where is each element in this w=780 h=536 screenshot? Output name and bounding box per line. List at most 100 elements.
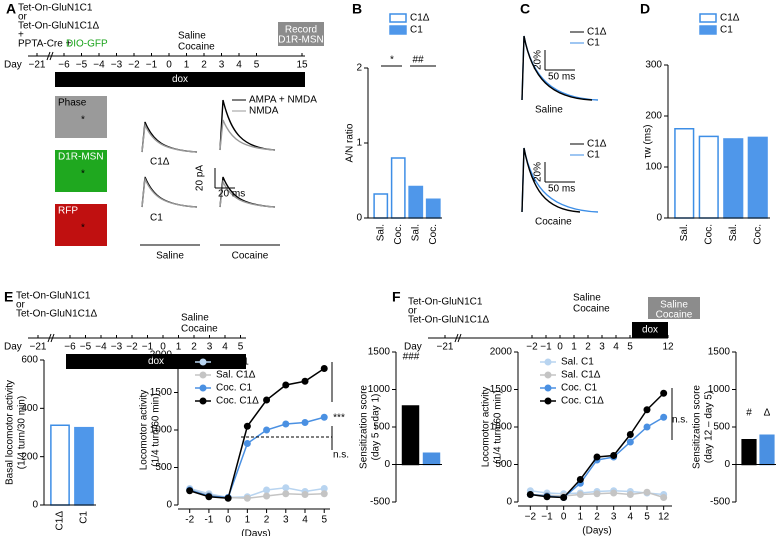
data-point (263, 426, 271, 434)
y-tick-label: 400 (21, 403, 38, 414)
treatment-label: Saline (178, 31, 206, 42)
y-tick-label: 0 (356, 213, 362, 224)
y-tick-label: -500 (370, 497, 390, 508)
y-axis-label: Basal locomotor activity (5, 380, 16, 485)
annotation: * (390, 55, 394, 66)
y-tick-label: 2 (356, 63, 362, 74)
box-label: Record (285, 25, 317, 36)
bar (425, 198, 441, 219)
bar (373, 193, 389, 219)
trace-label: C1 (150, 213, 163, 224)
day-tick-label: −2 (128, 60, 140, 71)
y-tick-label: 500 (713, 422, 730, 433)
day-tick-label: 2 (191, 342, 197, 353)
genotype: Tet-On-GluN1C1 (408, 297, 483, 308)
data-point (263, 486, 271, 494)
bar (698, 135, 719, 219)
annotation: n.s. (333, 450, 349, 461)
data-point (205, 493, 213, 501)
y-axis-label: (day 12 – day 5) (704, 391, 715, 463)
data-point (626, 491, 634, 498)
day-tick-label: −1 (142, 342, 154, 353)
x-tick-label: −2 (525, 512, 537, 523)
day-tick-label: −21 (437, 342, 454, 353)
x-tick-label: 12 (658, 512, 670, 523)
legend-label: Coc. C1Δ (216, 396, 259, 407)
x-tick-label: Coc. (752, 224, 763, 245)
day-tick-label: −21 (29, 60, 46, 71)
trace-nmda (141, 122, 198, 153)
scale-label: 20% (533, 50, 544, 70)
genotype: + (18, 30, 24, 41)
dox-label: dox (148, 356, 164, 367)
y-tick-label: 500 (155, 462, 172, 473)
x-tick-label: Sal. (410, 224, 421, 241)
y-tick-label: 1000 (708, 384, 731, 395)
data-point (301, 419, 309, 426)
genotype: Tet-On-GluN1C1 (18, 3, 93, 14)
annotation: # (746, 408, 752, 419)
y-tick-label: 1500 (490, 384, 513, 395)
bar (74, 426, 94, 506)
legend-marker (199, 384, 207, 392)
trace-label: C1Δ (150, 157, 170, 168)
day-tick-label: 12 (662, 342, 674, 353)
legend-label: C1 (587, 150, 600, 161)
data-point (576, 491, 584, 498)
data-point (263, 492, 271, 500)
day-tick-label: −2 (126, 342, 138, 353)
legend-label: C1 (410, 25, 423, 36)
y-axis-label: (1/4 turn/60 min) (151, 393, 162, 466)
bar (408, 185, 424, 219)
day-tick-label: 1 (571, 342, 577, 353)
data-point (610, 452, 618, 459)
data-point (560, 494, 568, 501)
box-label: D1R-MSN (278, 35, 324, 46)
data-point (301, 491, 309, 498)
y-tick-label: 0 (724, 459, 730, 470)
day-tick-label: −5 (76, 60, 88, 71)
x-tick-label: 4 (628, 512, 634, 523)
day-tick-label: −5 (80, 342, 92, 353)
y-tick-label: -500 (710, 497, 730, 508)
cell-image (55, 96, 107, 138)
data-point (282, 484, 290, 492)
y-axis-label: (1/4 turn/60 min) (493, 390, 504, 463)
axis-break (47, 333, 55, 343)
y-tick-label: 600 (21, 355, 38, 366)
y-tick-label: 1000 (490, 422, 513, 433)
day-label: Day (404, 342, 422, 353)
axis-break (46, 51, 54, 61)
x-tick-label: 5 (321, 515, 327, 526)
legend-label: AMPA + NMDA (249, 95, 317, 106)
annotation: *** (333, 413, 345, 424)
y-axis-label: Locomotor activity (481, 387, 492, 468)
annotation: ## (412, 55, 424, 66)
genotype: Tet-On-GluN1C1Δ (16, 309, 97, 320)
y-tick-label: 300 (645, 60, 662, 71)
y-tick-label: 200 (645, 111, 662, 122)
x-tick-label: 3 (611, 512, 617, 523)
legend-label: Coc. C1 (216, 383, 253, 394)
x-tick-label: Sal. (375, 224, 386, 241)
x-axis-label: (Days) (582, 526, 611, 536)
bar (390, 157, 406, 219)
bar (747, 136, 768, 219)
x-tick-label: 2 (264, 515, 270, 526)
box-label: Saline (660, 300, 688, 311)
data-point (660, 389, 668, 397)
day-tick-label: 3 (599, 342, 605, 353)
series-line (189, 416, 325, 499)
condition-label: Saline (156, 251, 184, 262)
day-tick-label: 5 (238, 342, 244, 353)
trace-c1-delta (521, 35, 593, 101)
day-tick-label: −1 (146, 60, 158, 71)
image-label: D1R-MSN (58, 152, 104, 163)
y-tick-label: 100 (645, 162, 662, 173)
legend-label: C1 (720, 25, 733, 36)
x-tick-label: C1Δ (55, 511, 66, 531)
data-point (643, 406, 651, 414)
data-point (320, 490, 328, 498)
x-tick-label: 1 (245, 515, 251, 526)
treatment-label: Cocaine (178, 42, 215, 53)
